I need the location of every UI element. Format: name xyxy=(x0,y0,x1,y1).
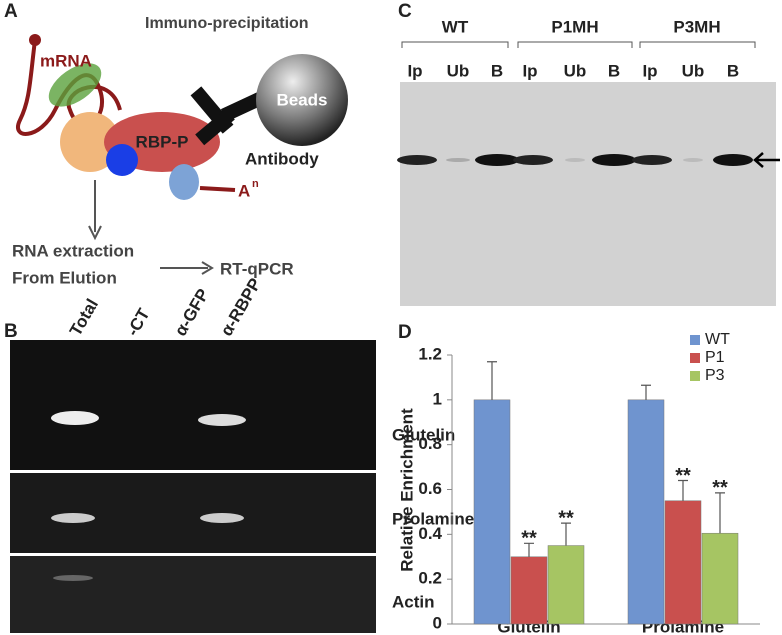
y-tick-label: 0.6 xyxy=(418,479,442,498)
lightblue-protein xyxy=(169,164,199,200)
gel-band xyxy=(200,513,244,523)
legend-label: WT xyxy=(705,331,730,348)
blot-band xyxy=(513,155,553,165)
y-tick-label: 0.8 xyxy=(418,434,442,453)
orange-protein xyxy=(60,112,120,172)
step-text: From Elution xyxy=(12,268,117,287)
step-text: RNA extraction xyxy=(12,241,134,260)
diagram-title: Immuno-precipitation xyxy=(145,15,309,32)
lane-label: -CT xyxy=(123,305,154,340)
legend-swatch xyxy=(690,371,700,381)
legend-label: P1 xyxy=(705,349,725,366)
bar xyxy=(627,399,665,625)
legend-swatch xyxy=(690,335,700,345)
row-label: Actin xyxy=(392,592,435,611)
legend-swatch xyxy=(690,353,700,363)
bar xyxy=(473,399,511,625)
y-tick-label: 0 xyxy=(433,613,442,632)
significance-mark: ** xyxy=(558,507,574,529)
significance-mark: ** xyxy=(521,528,537,550)
gel-band xyxy=(51,513,95,523)
bar xyxy=(510,556,548,625)
y-axis-label: Relative Enrichment xyxy=(397,408,416,572)
blot-band xyxy=(713,154,753,166)
row-label: Prolamine xyxy=(392,509,474,528)
antibody xyxy=(190,86,264,146)
lane-label: Ip xyxy=(407,61,422,80)
blot-band xyxy=(632,155,672,165)
lane-label: B xyxy=(727,61,739,80)
blot-band xyxy=(397,155,437,165)
step-text: RT-qPCR xyxy=(220,259,294,278)
lane-label: Ub xyxy=(564,61,587,80)
error-bar xyxy=(524,542,534,557)
error-bar xyxy=(678,479,688,501)
beads-label: Beads xyxy=(276,90,327,109)
significance-mark: ** xyxy=(675,465,691,487)
lane-label: α-GFP xyxy=(171,286,213,340)
gel-row xyxy=(10,473,376,553)
lane-label: B xyxy=(491,61,503,80)
blot-band xyxy=(683,158,703,162)
rbp-p-label: RBP-P xyxy=(136,132,189,151)
lane-label: Total xyxy=(66,296,102,340)
significance-mark: ** xyxy=(712,477,728,499)
polya-label: A xyxy=(238,181,250,200)
blot-band xyxy=(592,154,636,166)
blot-band xyxy=(565,158,585,162)
y-tick-label: 0.4 xyxy=(418,524,442,543)
bar xyxy=(664,500,702,625)
panel-label: D xyxy=(398,322,412,343)
lane-label: B xyxy=(608,61,620,80)
row-label: Glutelin xyxy=(392,425,455,444)
lane-label: Ip xyxy=(522,61,537,80)
bar xyxy=(547,545,585,625)
y-tick-label: 1 xyxy=(433,389,442,408)
blue-protein xyxy=(106,144,138,176)
band-arrow xyxy=(753,152,780,168)
arrow-head xyxy=(88,225,102,241)
error-bar xyxy=(715,492,725,534)
error-bar xyxy=(641,384,651,400)
blot-band xyxy=(446,158,470,162)
lane-label: Ub xyxy=(682,61,705,80)
lane-label: α-RBPP xyxy=(217,275,265,339)
mrna-cap xyxy=(29,34,41,46)
error-bar xyxy=(561,522,571,546)
y-tick-label: 0.2 xyxy=(418,569,442,588)
panel-label: C xyxy=(398,1,412,22)
arrow-head xyxy=(201,261,214,275)
beads xyxy=(256,54,348,146)
gel-row xyxy=(10,556,376,633)
gel-band xyxy=(53,575,93,581)
group-label: WT xyxy=(442,17,469,36)
panel-label: A xyxy=(4,1,18,22)
blot-band xyxy=(475,154,519,166)
blot xyxy=(400,82,776,306)
mrna-label: mRNA xyxy=(40,51,92,70)
gel-band xyxy=(198,414,246,426)
gel-band xyxy=(51,411,99,425)
group-bracket xyxy=(401,41,756,48)
y-tick-label: 1.2 xyxy=(418,344,442,363)
antibody-label: Antibody xyxy=(245,149,319,168)
green-protein xyxy=(48,63,102,107)
legend-label: P3 xyxy=(705,367,725,384)
polya-tail xyxy=(199,186,236,192)
panel-label: B xyxy=(4,321,18,342)
bar xyxy=(701,532,739,625)
lane-label: Ip xyxy=(642,61,657,80)
group-label: P3MH xyxy=(673,17,720,36)
error-bar xyxy=(487,361,497,400)
polya-sup: n xyxy=(252,178,259,190)
lane-label: Ub xyxy=(447,61,470,80)
gel-row xyxy=(10,340,376,470)
group-label: P1MH xyxy=(551,17,598,36)
